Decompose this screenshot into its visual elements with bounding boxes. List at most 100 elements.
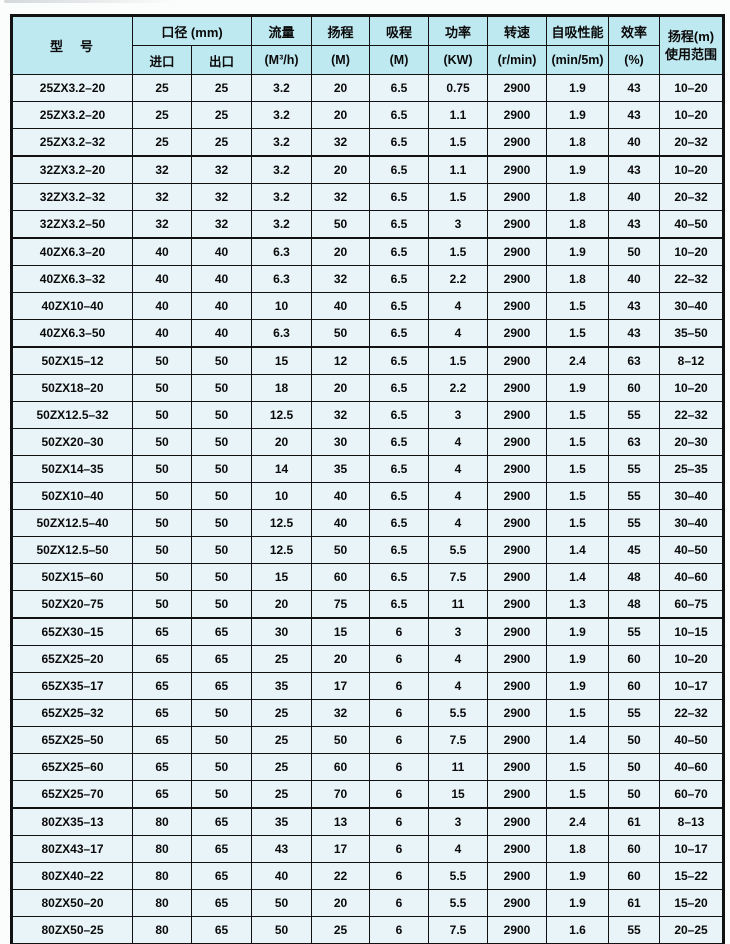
cell-inlet: 50	[132, 509, 192, 537]
cell-range: 20–30	[659, 428, 725, 456]
cell-range: 15–20	[659, 889, 725, 917]
cell-range: 60–70	[659, 780, 725, 809]
cell-outlet: 32	[190, 183, 253, 211]
cell-outlet: 50	[190, 509, 253, 537]
cell-outlet: 50	[190, 401, 253, 429]
cell-range: 10–17	[659, 835, 725, 863]
table-row: 50ZX12.5–40 50 50 12.5 40 6.5 4 2900 1.5 55 30–40	[11, 509, 725, 537]
cell-suction: 6.5	[369, 482, 430, 510]
cell-outlet: 50	[190, 346, 253, 375]
cell-inlet: 80	[132, 916, 192, 944]
cell-outlet: 65	[190, 862, 253, 890]
cell-inlet: 40	[132, 265, 192, 293]
cell-power: 4	[428, 428, 489, 456]
cell-suction: 6.5	[369, 183, 430, 211]
cell-range: 10–20	[659, 74, 725, 102]
cell-speed: 2900	[487, 346, 548, 375]
cell-power: 1.5	[428, 128, 489, 157]
cell-head: 60	[311, 753, 371, 781]
cell-power: 7.5	[428, 563, 489, 591]
cell-inlet: 65	[132, 726, 192, 754]
cell-flow: 14	[251, 455, 313, 483]
cell-suction: 6.5	[369, 455, 430, 483]
cell-outlet: 50	[190, 726, 253, 754]
table-row: 32ZX3.2–50 32 32 3.2 50 6.5 3 2900 1.8 43 40–50	[11, 210, 725, 239]
table-row: 32ZX3.2–32 32 32 3.2 32 6.5 1.5 2900 1.8 40 20–32	[11, 183, 725, 211]
col-unit-selfprime: (min/5m)	[546, 45, 610, 75]
cell-speed: 2900	[487, 292, 548, 320]
cell-power: 1.5	[428, 346, 489, 375]
cell-range: 30–40	[659, 292, 725, 320]
cell-speed: 2900	[487, 699, 548, 727]
cell-efficiency: 55	[608, 455, 661, 483]
cell-selfprime: 1.5	[546, 699, 610, 727]
cell-outlet: 40	[190, 319, 253, 348]
cell-speed: 2900	[487, 183, 548, 211]
cell-selfprime: 1.4	[546, 726, 610, 754]
cell-suction: 6	[369, 916, 430, 944]
cell-inlet: 50	[132, 374, 192, 402]
cell-outlet: 65	[190, 807, 253, 836]
header-row-labels: 型 号 口径 (mm) 流量 扬程 吸程 功率 转速 自吸性能 效率 扬程(m)…	[11, 15, 725, 75]
cell-flow: 50	[251, 889, 313, 917]
cell-outlet: 50	[190, 455, 253, 483]
cell-selfprime: 1.9	[546, 101, 610, 129]
cell-efficiency: 40	[608, 183, 661, 211]
cell-speed: 2900	[487, 807, 548, 836]
cell-head: 20	[311, 237, 371, 266]
col-header-head: 扬程	[311, 15, 371, 46]
cell-range: 40–60	[659, 753, 725, 781]
cell-range: 40–60	[659, 563, 725, 591]
cell-outlet: 65	[190, 617, 253, 646]
cell-selfprime: 2.4	[546, 807, 610, 836]
table-row: 50ZX10–40 50 50 10 40 6.5 4 2900 1.5 55 30–40	[11, 482, 725, 510]
table-row: 65ZX25–60 65 50 25 60 6 11 2900 1.5 50 40–60	[11, 753, 725, 781]
cell-inlet: 40	[132, 319, 192, 348]
cell-flow: 12.5	[251, 509, 313, 537]
cell-model: 80ZX40–22	[11, 862, 133, 890]
cell-speed: 2900	[487, 536, 548, 564]
table-row: 25ZX3.2–20 25 25 3.2 20 6.5 1.1 2900 1.9 43 10–20	[11, 101, 725, 129]
col-header-range-line1: 扬程(m)	[667, 28, 715, 44]
cell-selfprime: 1.8	[546, 835, 610, 863]
cell-range: 10–20	[659, 101, 725, 129]
cell-selfprime: 1.4	[546, 563, 610, 591]
cell-outlet: 32	[190, 155, 253, 184]
col-unit-head: (M)	[311, 45, 371, 75]
cell-power: 1.5	[428, 183, 489, 211]
cell-flow: 25	[251, 726, 313, 754]
cell-speed: 2900	[487, 237, 548, 266]
cell-inlet: 40	[132, 292, 192, 320]
cell-power: 1.1	[428, 101, 489, 129]
cell-model: 25ZX3.2–20	[11, 74, 133, 102]
col-header-suction: 吸程	[369, 15, 430, 46]
cell-flow: 12.5	[251, 401, 313, 429]
cell-selfprime: 1.4	[546, 536, 610, 564]
cell-suction: 6	[369, 617, 430, 646]
cell-power: 5.5	[428, 536, 489, 564]
cell-flow: 3.2	[251, 101, 313, 129]
cell-inlet: 65	[132, 672, 192, 700]
cell-outlet: 40	[190, 265, 253, 293]
cell-inlet: 50	[132, 563, 192, 591]
cell-inlet: 80	[132, 835, 192, 863]
cell-speed: 2900	[487, 753, 548, 781]
cropped-text-artifact	[4, 0, 174, 3]
cell-inlet: 25	[132, 128, 192, 157]
cell-efficiency: 50	[608, 753, 661, 781]
cell-inlet: 65	[132, 617, 192, 646]
cell-suction: 6	[369, 699, 430, 727]
cell-suction: 6.5	[369, 428, 430, 456]
cell-power: 4	[428, 292, 489, 320]
cell-efficiency: 50	[608, 237, 661, 266]
cell-inlet: 25	[132, 101, 192, 129]
cell-efficiency: 60	[608, 672, 661, 700]
cell-range: 40–50	[659, 536, 725, 564]
cell-model: 65ZX30–15	[11, 617, 133, 646]
cell-efficiency: 55	[608, 916, 661, 944]
cell-suction: 6.5	[369, 101, 430, 129]
cell-speed: 2900	[487, 780, 548, 809]
cell-flow: 25	[251, 645, 313, 673]
cell-efficiency: 43	[608, 210, 661, 239]
cell-flow: 50	[251, 916, 313, 944]
